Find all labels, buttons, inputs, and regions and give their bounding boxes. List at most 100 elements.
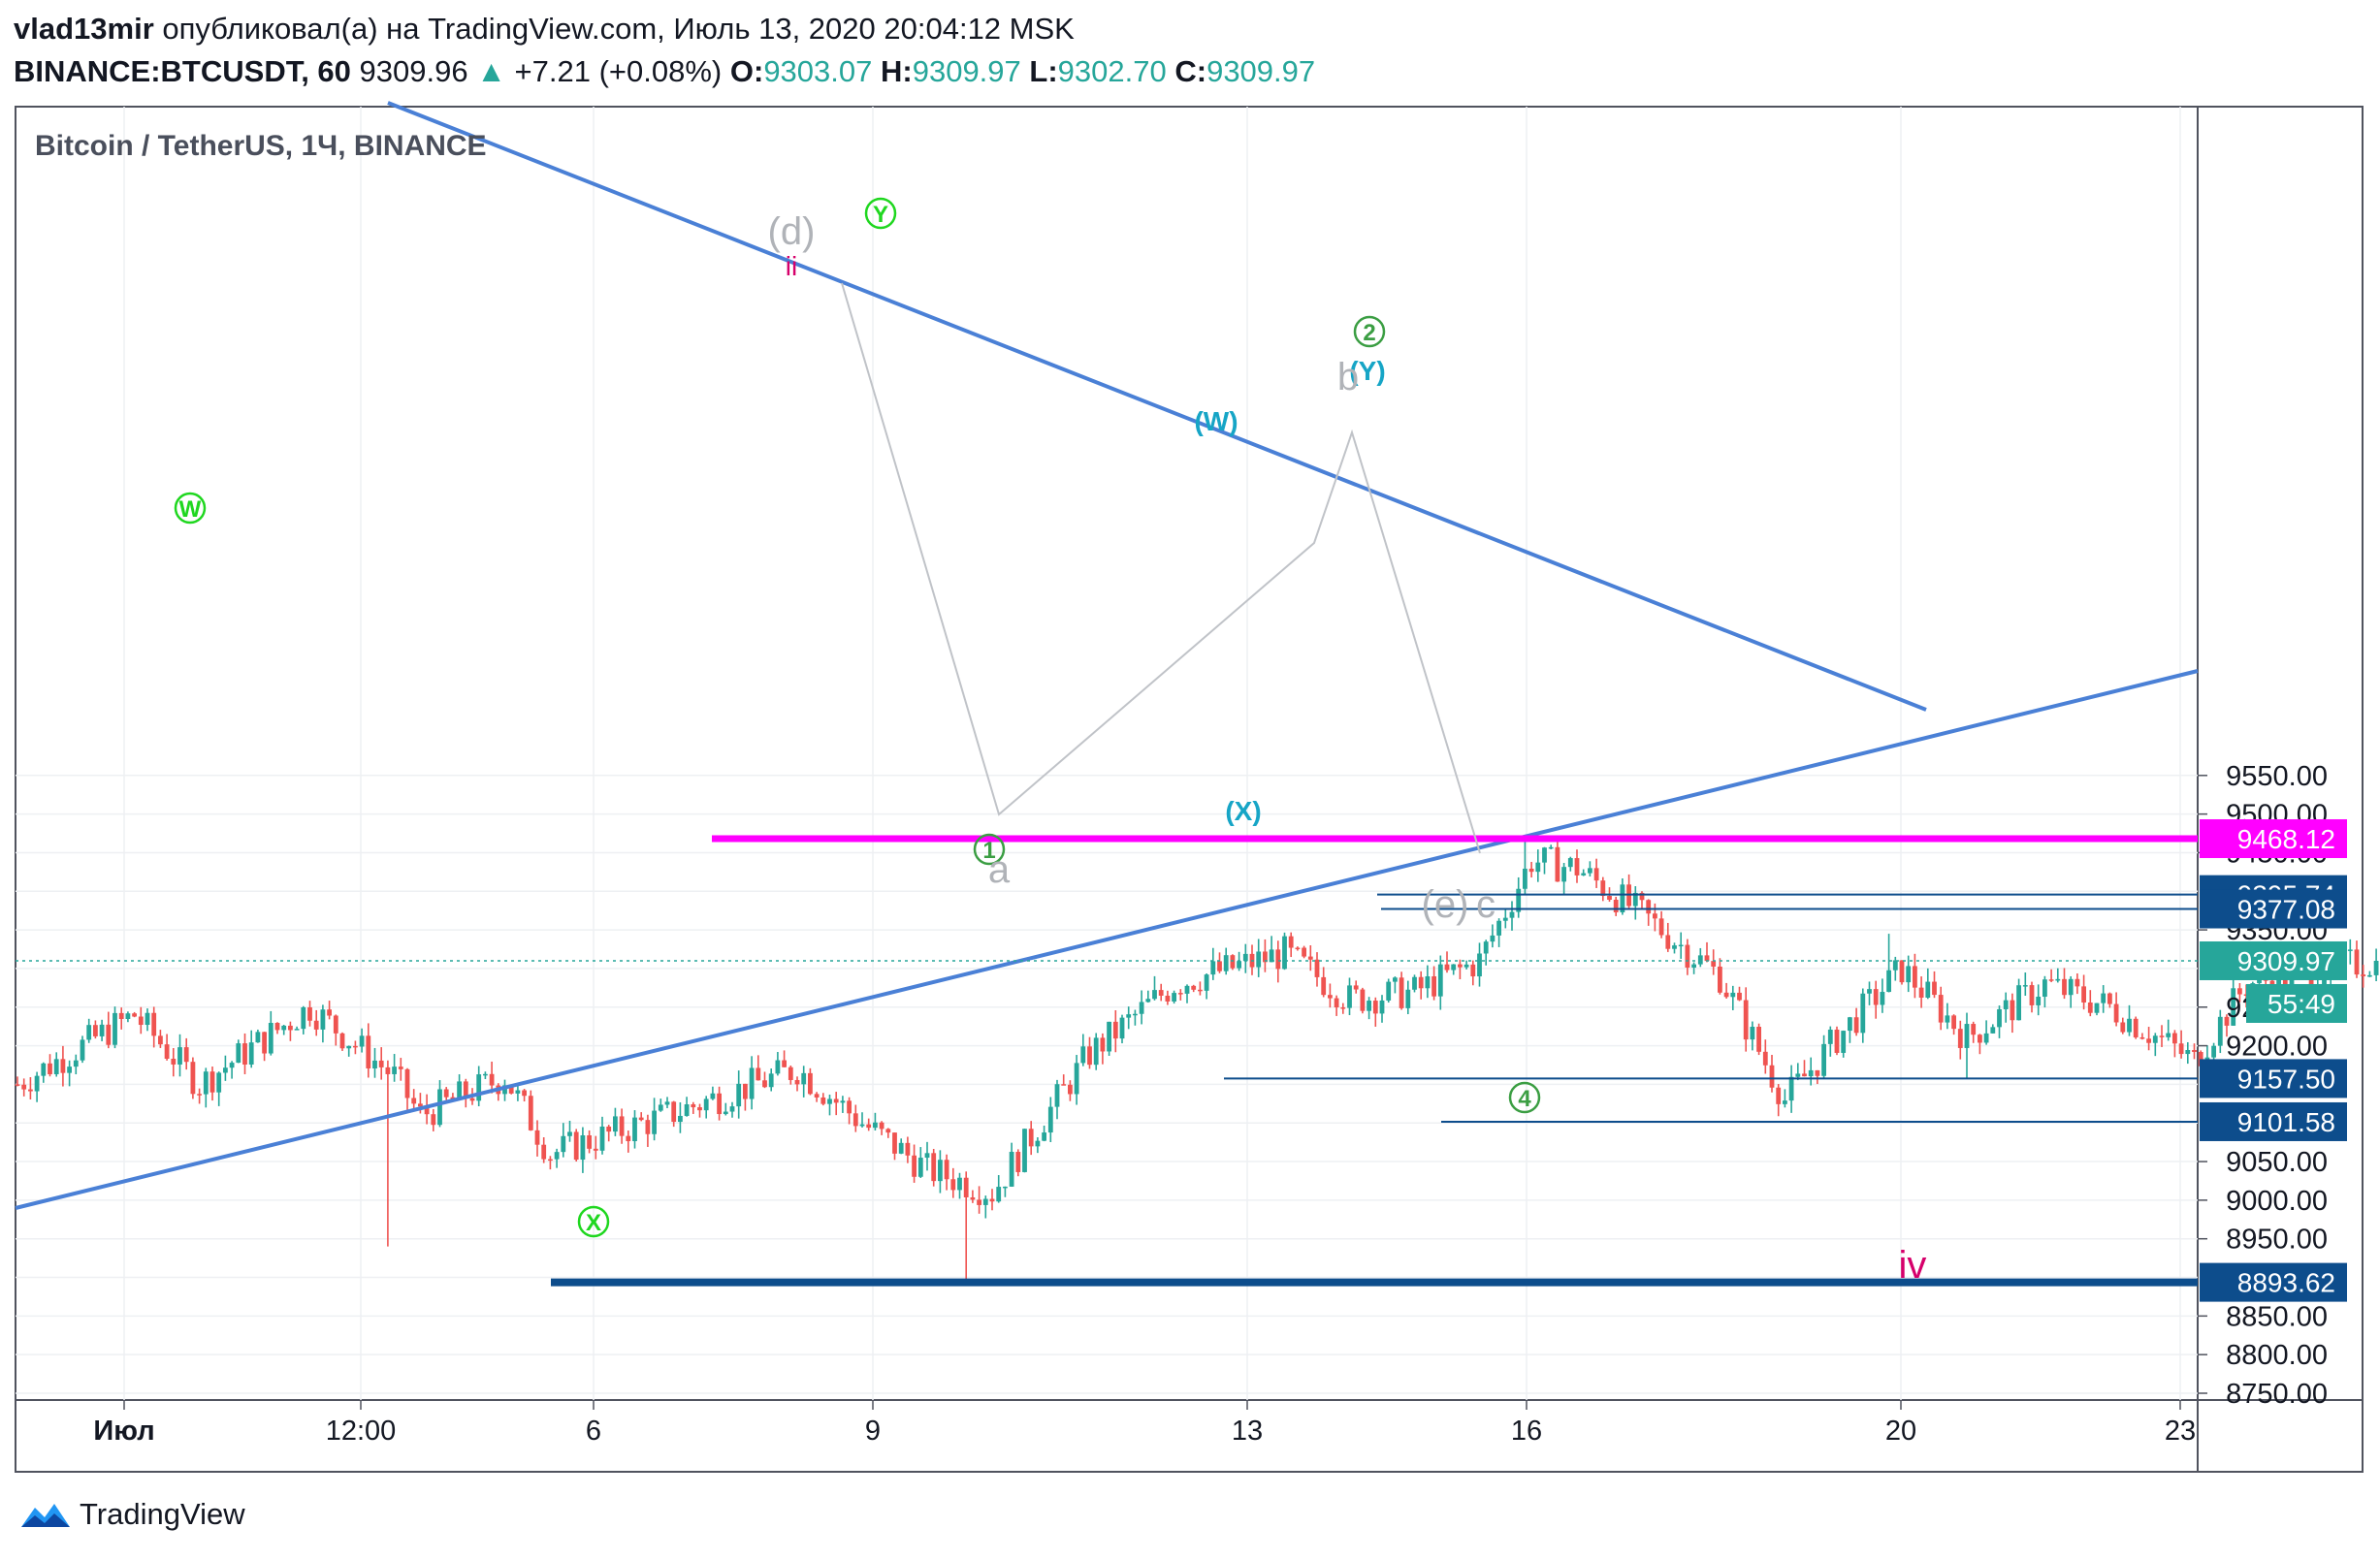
candle-body — [808, 1072, 813, 1095]
candle-body — [34, 1075, 40, 1092]
descending-trendline — [387, 101, 1927, 712]
candle-body — [443, 1089, 449, 1098]
candle-body — [2224, 1016, 2230, 1026]
candle-body — [678, 1115, 683, 1123]
y-tick-label: 8800.00 — [2226, 1340, 2328, 1371]
candle-body — [255, 1032, 261, 1043]
candle-body — [2217, 1016, 2223, 1046]
close-value: 9309.97 — [1206, 54, 1316, 88]
candle-body — [2172, 1033, 2177, 1044]
candle-body — [1542, 847, 1547, 863]
candle-body — [372, 1060, 377, 1068]
candle-body — [2127, 1018, 2132, 1033]
candle-body — [768, 1073, 774, 1088]
candle-body — [203, 1071, 209, 1095]
candle-body — [1632, 892, 1638, 907]
candle-body — [1899, 960, 1905, 983]
candle-body — [1658, 918, 1664, 936]
y-tick-label: 8750.00 — [2226, 1379, 2328, 1410]
candle-body — [1263, 951, 1268, 963]
candle-body — [1756, 1027, 1761, 1052]
price-label-bg — [2246, 983, 2347, 1023]
candle-body — [1242, 953, 1248, 962]
candle-body — [1886, 970, 1891, 993]
candle-body — [483, 1073, 488, 1076]
candle-body — [1620, 884, 1625, 913]
candle-body — [1730, 992, 1736, 998]
candle-body — [359, 1035, 365, 1047]
candle-body — [794, 1079, 800, 1085]
candlesticks — [15, 836, 2379, 1283]
candle-body — [145, 1012, 150, 1026]
price-label-bg — [2200, 1101, 2347, 1141]
candle-body — [1600, 880, 1606, 897]
candle-body — [1906, 966, 1912, 983]
published-text: опубликовал(а) на TradingView.com, Июль … — [162, 12, 1075, 46]
candle-body — [21, 1084, 27, 1090]
publish-info: vlad13mir опубликовал(а) на TradingView.… — [14, 12, 1075, 47]
ascending-trendline — [15, 669, 2199, 1210]
candle-body — [2367, 974, 2372, 977]
candle-body — [1795, 1073, 1801, 1077]
candle-body — [190, 1062, 196, 1095]
candle-body — [2107, 993, 2112, 1004]
candle-body — [963, 1177, 969, 1197]
candle-body — [977, 1199, 981, 1205]
candle-body — [1223, 955, 1229, 971]
candle-body — [404, 1068, 410, 1098]
x-tick-label: Июл — [93, 1416, 154, 1447]
candle-body — [1574, 858, 1580, 876]
candle-body — [2185, 1050, 2191, 1055]
candle-body — [1152, 990, 1157, 1000]
price-label: 9101.58 — [2237, 1107, 2335, 1137]
wave-label-circle — [1353, 315, 1386, 348]
candle-body — [515, 1090, 521, 1094]
candle-body — [1841, 1031, 1847, 1053]
candle-body — [1978, 1035, 1982, 1043]
price-label: 8893.62 — [2237, 1268, 2335, 1298]
candle-body — [2036, 997, 2042, 1005]
candle-body — [1119, 1017, 1125, 1039]
low-label: L: — [1029, 54, 1058, 88]
price-label-bg — [2200, 1059, 2347, 1098]
candle-body — [301, 1006, 306, 1030]
candle-body — [2113, 1003, 2119, 1023]
wave-label: a — [988, 848, 1011, 891]
candle-body — [743, 1083, 748, 1099]
candle-body — [1483, 941, 1489, 954]
candle-body — [1853, 1017, 1859, 1034]
candle-body — [1405, 989, 1411, 1008]
candle-body — [1613, 899, 1619, 913]
candle-body — [782, 1060, 787, 1067]
candle-body — [1126, 1014, 1132, 1018]
candle-body — [2361, 974, 2366, 976]
candle-body — [457, 1081, 462, 1099]
candle-body — [1750, 1027, 1755, 1040]
candle-body — [664, 1101, 670, 1105]
candle-body — [1646, 900, 1652, 914]
candle-body — [827, 1098, 832, 1104]
candle-body — [353, 1045, 358, 1048]
candle-body — [1198, 989, 1203, 992]
candle-body — [1425, 976, 1431, 989]
candle-body — [1743, 1000, 1749, 1040]
candle-body — [171, 1058, 177, 1065]
footer-brand[interactable]: TradingView — [80, 1497, 245, 1531]
candle-body — [788, 1067, 793, 1080]
candle-body — [1360, 989, 1366, 1011]
candle-body — [717, 1093, 722, 1115]
candle-body — [1340, 1007, 1346, 1009]
candle-body — [2029, 985, 2035, 1005]
candle-body — [2081, 986, 2086, 1003]
candle-body — [950, 1179, 956, 1191]
candle-body — [2068, 978, 2074, 996]
candle-body — [132, 1013, 137, 1017]
candle-body — [1379, 1000, 1385, 1014]
candle-body — [1080, 1046, 1086, 1064]
candle-body — [573, 1131, 579, 1161]
candle-body — [313, 1020, 319, 1030]
candle-body — [1873, 989, 1879, 1005]
close-label: C: — [1174, 54, 1207, 88]
candle-body — [697, 1107, 702, 1111]
